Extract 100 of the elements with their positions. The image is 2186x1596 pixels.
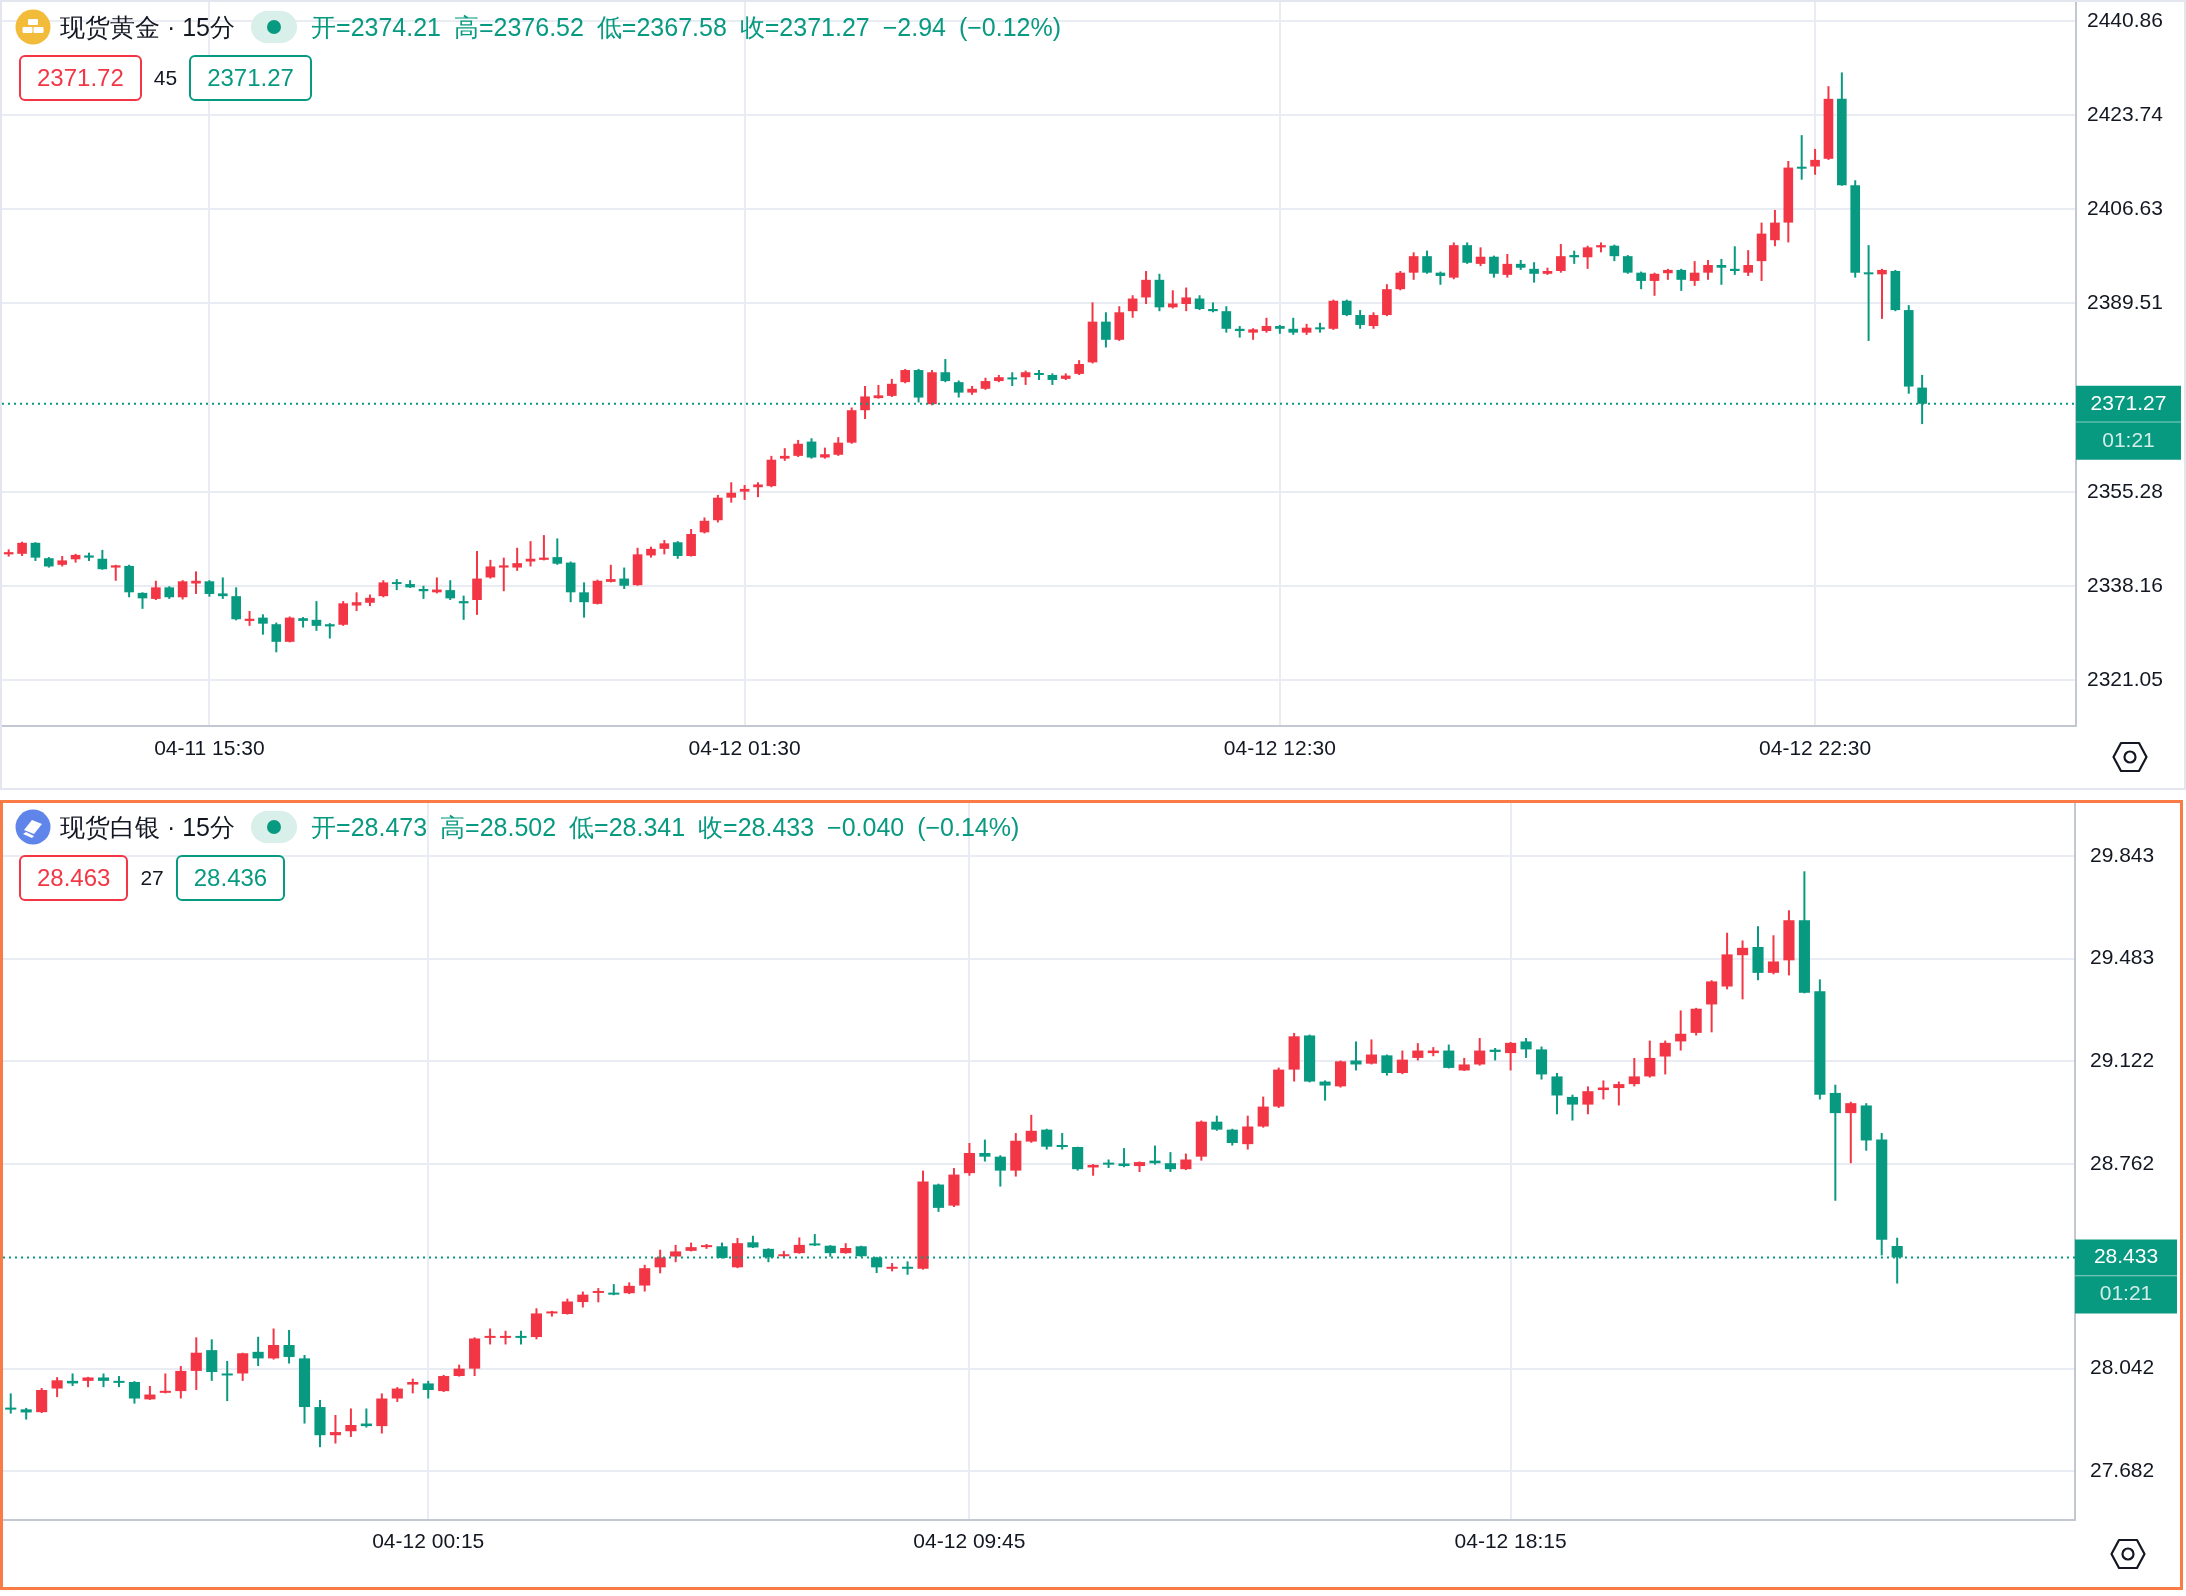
candlestick [221, 1359, 233, 1403]
candlestick [530, 1307, 543, 1341]
candlestick [1041, 1127, 1053, 1151]
candlestick [1556, 243, 1566, 274]
candlestick [1319, 1079, 1331, 1102]
candlestick [1582, 1085, 1594, 1116]
candlestick [1502, 252, 1513, 279]
candlestick [1676, 267, 1687, 292]
y-tick-label: 29.122 [2090, 1048, 2155, 1072]
text: 01:21 [2099, 1281, 2153, 1305]
candlestick [252, 1335, 264, 1368]
y-tick-label: 29.843 [2090, 843, 2155, 866]
candlestick [51, 1376, 63, 1399]
candlestick [1462, 241, 1472, 265]
candlestick [30, 541, 41, 562]
candlestick [1689, 260, 1700, 287]
candlestick [283, 1328, 295, 1365]
candlestick [932, 1182, 945, 1213]
annotation: 27 [140, 866, 164, 890]
candlestick [579, 581, 589, 619]
candlestick [1529, 261, 1539, 284]
candlestick [231, 586, 241, 622]
candlestick [512, 546, 522, 572]
candlestick [472, 550, 482, 616]
candlestick [1395, 270, 1406, 292]
candlestick [963, 1142, 975, 1177]
candlestick [1659, 1039, 1671, 1076]
candlestick [1770, 208, 1780, 248]
candlestick [860, 385, 870, 421]
candlestick [1396, 1049, 1408, 1076]
candlestick [713, 493, 723, 524]
candlestick [1475, 246, 1486, 268]
candlestick [338, 600, 349, 627]
candlestick [190, 1336, 202, 1391]
candlestick [1736, 939, 1749, 1001]
candlestick [979, 1138, 991, 1163]
candlestick [592, 578, 603, 606]
candlestick [1644, 1039, 1656, 1079]
candlestick [1489, 254, 1499, 279]
candlestick [325, 622, 335, 640]
candlestick [1767, 934, 1780, 976]
candlestick [345, 1407, 357, 1438]
candlestick [206, 1338, 218, 1382]
x-tick-label: 04-12 22:30 [1759, 736, 1872, 760]
candlestick [1167, 289, 1178, 310]
candlestick [1863, 244, 1874, 342]
y-tick-label: 2355.28 [2087, 478, 2163, 502]
candlestick [1716, 257, 1727, 286]
candlestick [654, 1248, 666, 1275]
candlestick [1628, 1056, 1640, 1088]
y-tick-label: 2406.63 [2087, 196, 2163, 220]
y-tick-label: 28.762 [2090, 1150, 2155, 1174]
candlestick [177, 579, 188, 601]
candlestick [175, 1365, 187, 1400]
candlestick [151, 579, 161, 602]
candlestick [1796, 134, 1807, 181]
candlestick [940, 358, 951, 384]
candlestick [1474, 1037, 1486, 1067]
candlestick [1408, 251, 1419, 281]
candlestick [552, 537, 563, 566]
candlestick [1729, 245, 1740, 276]
x-tick-label: 04-12 01:30 [688, 736, 801, 760]
chart-title: 现货白银 · 15分 [60, 811, 236, 843]
candlestick [806, 437, 817, 460]
candlestick [1551, 1072, 1563, 1116]
candlestick [1845, 1100, 1857, 1165]
annotation: 28.436 [175, 855, 286, 901]
candlestick [1810, 147, 1820, 176]
candlestick [329, 1414, 342, 1445]
candlestick [1505, 1041, 1517, 1072]
candlestick [1141, 270, 1151, 306]
candlestick [1675, 1009, 1687, 1052]
x-tick-label: 04-12 12:30 [1223, 736, 1336, 760]
candlestick [686, 528, 696, 558]
x-tick-label: 04-11 15:30 [154, 736, 265, 760]
candlestick [1706, 979, 1718, 1034]
candlestick [1101, 311, 1111, 349]
candlestick [833, 436, 844, 457]
candlestick [271, 621, 282, 654]
x-tick-label: 04-12 00:15 [372, 1529, 485, 1553]
candlestick [311, 600, 322, 632]
candlestick [128, 1380, 140, 1405]
candlestick [1649, 271, 1660, 297]
candlestick [237, 1351, 249, 1382]
annotation: 2371.72 [19, 55, 142, 101]
x-tick-label: 04-12 18:15 [1454, 1529, 1567, 1553]
chart-title: 现货黄金 · 15分 [60, 11, 236, 43]
candlestick [539, 534, 549, 562]
y-tick-label: 2338.16 [2087, 572, 2163, 596]
candlestick [1221, 305, 1232, 334]
candlestick [1520, 1037, 1532, 1059]
candlestick [351, 591, 362, 613]
candlestick [159, 1372, 171, 1395]
candlestick [1025, 1113, 1037, 1144]
annotation: 28.463 [19, 855, 129, 901]
candlestick [1056, 1132, 1068, 1151]
text: 01:21 [2102, 427, 2155, 451]
candlestick [1365, 1038, 1378, 1066]
candlestick [1181, 286, 1191, 313]
candlestick [258, 613, 268, 636]
